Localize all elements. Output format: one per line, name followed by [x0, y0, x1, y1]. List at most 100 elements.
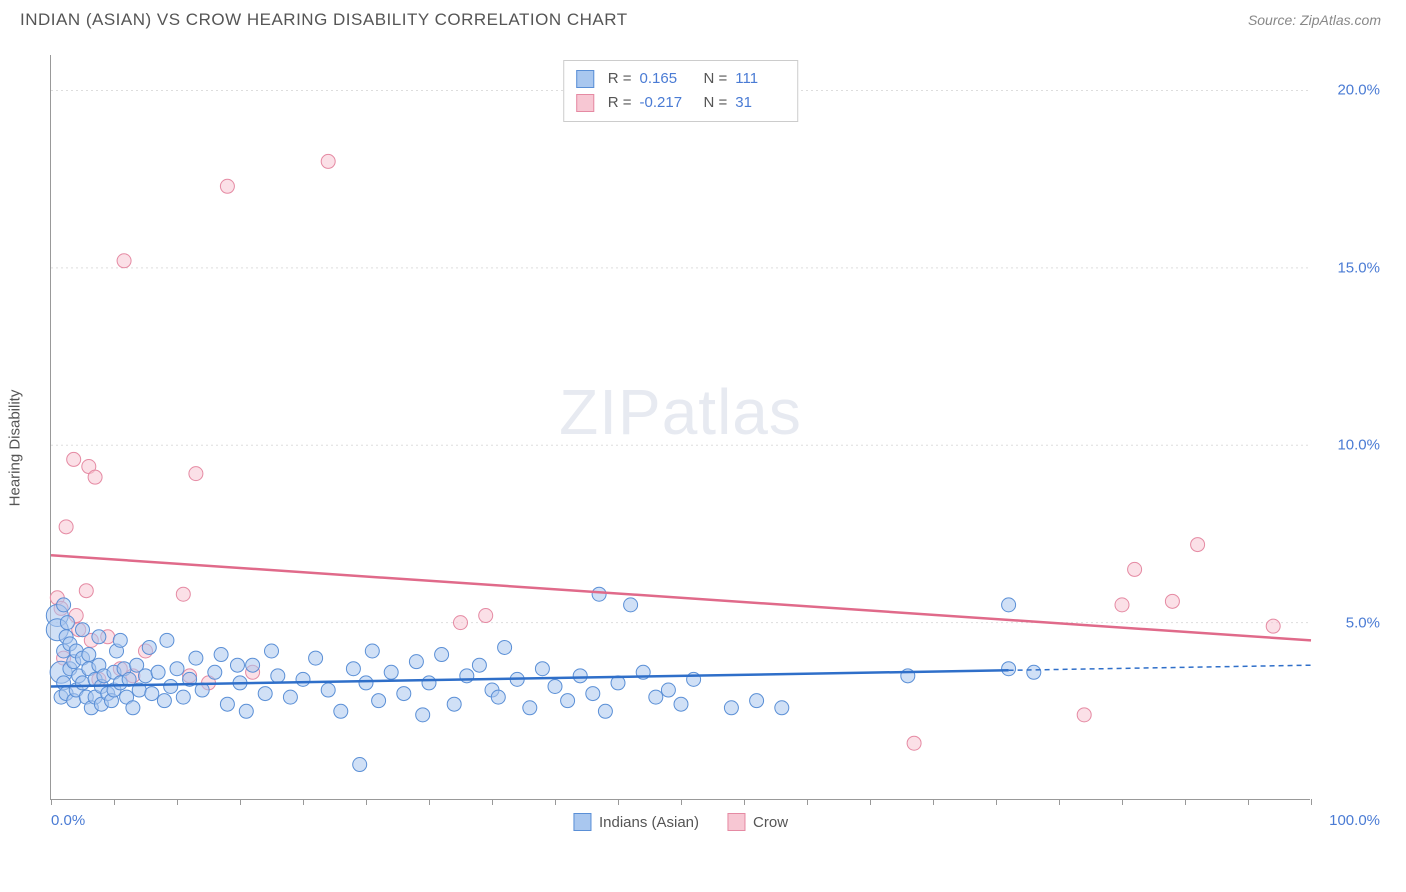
data-point: [230, 658, 244, 672]
data-point: [661, 683, 675, 697]
data-point: [649, 690, 663, 704]
data-point: [561, 694, 575, 708]
x-tick-mark: [1059, 799, 1060, 805]
data-point: [160, 633, 174, 647]
data-point: [164, 679, 178, 693]
data-point: [67, 452, 81, 466]
swatch-blue: [576, 70, 594, 88]
data-point: [76, 623, 90, 637]
legend-stats-row-blue: R = 0.165 N = 111: [576, 67, 786, 91]
data-point: [126, 701, 140, 715]
data-point: [214, 648, 228, 662]
x-tick-mark: [870, 799, 871, 805]
data-point: [498, 640, 512, 654]
data-point: [157, 694, 171, 708]
data-point: [598, 704, 612, 718]
y-tick-label: 15.0%: [1320, 259, 1380, 276]
y-tick-label: 20.0%: [1320, 82, 1380, 99]
data-point: [775, 701, 789, 715]
data-point: [271, 669, 285, 683]
x-tick-mark: [429, 799, 430, 805]
data-point: [674, 697, 688, 711]
x-tick-mark: [996, 799, 997, 805]
series-legend: Indians (Asian) Crow: [573, 813, 788, 831]
data-point: [907, 736, 921, 750]
data-point: [321, 683, 335, 697]
data-point: [1128, 562, 1142, 576]
data-point: [309, 651, 323, 665]
data-point: [397, 687, 411, 701]
data-point: [624, 598, 638, 612]
data-point: [372, 694, 386, 708]
data-point: [472, 658, 486, 672]
data-point: [384, 665, 398, 679]
data-point: [246, 658, 260, 672]
data-point: [365, 644, 379, 658]
data-point: [79, 584, 93, 598]
data-point: [265, 644, 279, 658]
data-point: [1115, 598, 1129, 612]
data-point: [353, 758, 367, 772]
x-tick-mark: [177, 799, 178, 805]
data-point: [258, 687, 272, 701]
data-point: [523, 701, 537, 715]
x-tick-mark: [51, 799, 52, 805]
x-tick-mark: [492, 799, 493, 805]
data-point: [321, 154, 335, 168]
data-point: [189, 467, 203, 481]
data-point: [409, 655, 423, 669]
data-point: [283, 690, 297, 704]
data-point: [59, 520, 73, 534]
data-point: [76, 676, 90, 690]
data-point: [145, 687, 159, 701]
data-point: [1077, 708, 1091, 722]
data-point: [548, 679, 562, 693]
data-point: [535, 662, 549, 676]
data-point: [422, 676, 436, 690]
x-tick-mark: [366, 799, 367, 805]
data-point: [142, 640, 156, 654]
data-point: [239, 704, 253, 718]
y-tick-label: 5.0%: [1320, 614, 1380, 631]
swatch-pink: [576, 94, 594, 112]
data-point: [1165, 594, 1179, 608]
data-point: [750, 694, 764, 708]
data-point: [454, 616, 468, 630]
data-point: [1266, 619, 1280, 633]
data-point: [176, 690, 190, 704]
trend-line-blue-dashed: [1009, 665, 1311, 670]
y-tick-label: 10.0%: [1320, 437, 1380, 454]
plot-svg: [51, 55, 1310, 799]
y-axis-title: Hearing Disability: [7, 389, 24, 506]
data-point: [60, 616, 74, 630]
data-point: [334, 704, 348, 718]
x-tick-mark: [933, 799, 934, 805]
data-point: [1027, 665, 1041, 679]
swatch-blue: [573, 813, 591, 831]
x-axis-max-label: 100.0%: [1329, 812, 1380, 829]
x-tick-mark: [303, 799, 304, 805]
data-point: [82, 648, 96, 662]
legend-stats-row-pink: R = -0.217 N = 31: [576, 91, 786, 115]
data-point: [1002, 598, 1016, 612]
data-point: [176, 587, 190, 601]
data-point: [447, 697, 461, 711]
data-point: [592, 587, 606, 601]
swatch-pink: [727, 813, 745, 831]
data-point: [435, 648, 449, 662]
data-point: [57, 598, 71, 612]
x-tick-mark: [1248, 799, 1249, 805]
x-tick-mark: [681, 799, 682, 805]
data-point: [220, 179, 234, 193]
x-tick-mark: [744, 799, 745, 805]
data-point: [117, 254, 131, 268]
x-tick-mark: [555, 799, 556, 805]
data-point: [189, 651, 203, 665]
data-point: [151, 665, 165, 679]
x-tick-mark: [240, 799, 241, 805]
data-point: [139, 669, 153, 683]
legend-stats-box: R = 0.165 N = 111 R = -0.217 N = 31: [563, 60, 799, 122]
source-attribution: Source: ZipAtlas.com: [1248, 12, 1381, 28]
data-point: [170, 662, 184, 676]
data-point: [220, 697, 234, 711]
